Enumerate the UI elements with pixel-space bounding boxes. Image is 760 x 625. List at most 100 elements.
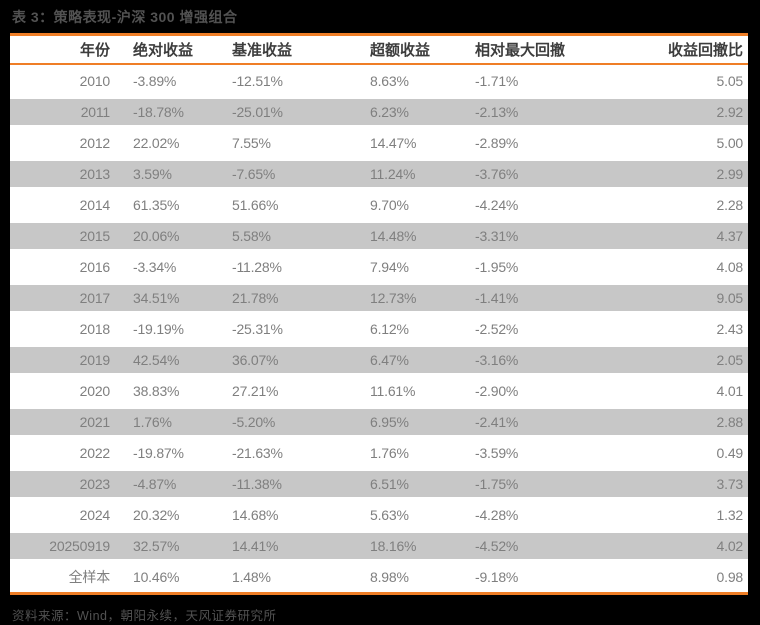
table-cell: 9.70%	[370, 196, 409, 213]
header-excess-return: 超额收益	[370, 42, 431, 59]
table-cell: 2020	[79, 382, 110, 399]
table-cell: -19.19%	[133, 320, 184, 337]
table-row: 2023 -4.87% -11.38% 6.51% -1.75% 3.73	[10, 468, 748, 499]
table-cell: -25.01%	[232, 104, 283, 120]
table-cell: -4.24%	[475, 196, 519, 213]
table-cell: 2018	[79, 320, 110, 337]
table-cell: 20.32%	[133, 506, 180, 523]
table-cell: -3.76%	[475, 166, 519, 182]
table-cell: 6.23%	[370, 104, 409, 120]
table-cell: 5.63%	[370, 506, 409, 523]
table-cell: 3.59%	[133, 166, 172, 182]
table-cell: 7.94%	[370, 258, 409, 275]
table-row: 2017 34.51% 21.78% 12.73% -1.41% 9.05	[10, 282, 748, 313]
table-cell: 2022	[79, 444, 110, 461]
table-cell: -18.78%	[133, 104, 184, 120]
table-cell: -1.95%	[475, 258, 519, 275]
table-cell: 2016	[79, 258, 110, 275]
table-cell: 2017	[79, 290, 110, 306]
table-cell: 2015	[79, 228, 110, 244]
table-row: 2014 61.35% 51.66% 9.70% -4.24% 2.28	[10, 189, 748, 220]
table-cell: -12.51%	[232, 72, 283, 89]
table-cell: -4.52%	[475, 538, 519, 554]
table-title: 表 3：策略表现-沪深 300 增强组合	[12, 9, 238, 25]
table-cell: 34.51%	[133, 290, 180, 306]
table-row: 2012 22.02% 7.55% 14.47% -2.89% 5.00	[10, 127, 748, 158]
table-cell: 2019	[79, 352, 110, 368]
table-row: 2011 -18.78% -25.01% 6.23% -2.13% 2.92	[10, 96, 748, 127]
table-cell: 2.88	[716, 414, 744, 430]
data-source-caption: 资料来源：Wind，朝阳永续，天风证券研究所	[12, 609, 277, 623]
table-cell: 36.07%	[232, 352, 279, 368]
table-cell: 2.99	[716, 166, 744, 182]
table-cell: 1.76%	[370, 444, 409, 461]
table-cell: 7.55%	[232, 134, 271, 151]
header-benchmark-return: 基准收益	[232, 42, 293, 59]
table-cell: 22.02%	[133, 134, 180, 151]
table-cell: 2010	[79, 72, 110, 89]
table-row: 2015 20.06% 5.58% 14.48% -3.31% 4.37	[10, 220, 748, 251]
table-cell: -3.59%	[475, 444, 519, 461]
table-cell: 2.43	[716, 320, 744, 337]
table-cell: 1.48%	[232, 568, 271, 585]
table-cell: -9.18%	[475, 568, 519, 585]
table-cell: 2011	[80, 104, 110, 120]
table-cell: -2.90%	[475, 382, 519, 399]
table-cell: 38.83%	[133, 382, 180, 399]
table-cell: 32.57%	[133, 538, 180, 554]
table-cell: 2.92	[716, 104, 744, 120]
table-cell: 14.68%	[232, 506, 279, 523]
table-cell: -2.41%	[475, 414, 519, 430]
table-cell: -25.31%	[232, 320, 283, 337]
table-cell: -7.65%	[232, 166, 276, 182]
performance-table: 年份 绝对收益 基准收益 超额收益 相对最大回撤 收益回撤比 2010 -3.89…	[10, 33, 748, 595]
table-cell: 1.76%	[133, 414, 172, 430]
header-absolute-return: 绝对收益	[133, 42, 194, 59]
table-row: 2020 38.83% 27.21% 11.61% -2.90% 4.01	[10, 375, 748, 406]
table-body: 2010 -3.89% -12.51% 8.63% -1.71% 5.05 2011 -18.…	[10, 65, 748, 595]
table-row: 2018 -19.19% -25.31% 6.12% -2.52% 2.43	[10, 313, 748, 344]
table-cell: 1.32	[716, 506, 744, 523]
table-cell: -3.34%	[133, 258, 177, 275]
table-cell: 2013	[79, 166, 110, 182]
table-cell: -19.87%	[133, 444, 184, 461]
table-cell: 4.08	[716, 258, 744, 275]
table-cell: -3.89%	[133, 72, 177, 89]
table-cell: -5.20%	[232, 414, 276, 430]
table-cell: -4.87%	[133, 476, 177, 492]
table-cell: 2012	[79, 134, 110, 151]
table-cell: 4.01	[716, 382, 744, 399]
table-cell: -1.71%	[475, 72, 519, 89]
table-header-row: 年份 绝对收益 基准收益 超额收益 相对最大回撤 收益回撤比	[10, 33, 748, 65]
header-year: 年份	[79, 42, 110, 59]
table-cell: 2024	[79, 506, 110, 523]
table-cell: -2.13%	[475, 104, 519, 120]
table-cell: -11.38%	[232, 476, 282, 492]
table-cell: 14.41%	[232, 538, 279, 554]
table-cell: 27.21%	[232, 382, 279, 399]
table-cell: 5.00	[716, 134, 744, 151]
table-cell: 6.51%	[370, 476, 409, 492]
table-cell: 4.02	[716, 538, 744, 554]
table-cell: 6.47%	[370, 352, 409, 368]
header-relative-max-drawdown: 相对最大回撤	[475, 42, 566, 59]
table-row: 2016 -3.34% -11.28% 7.94% -1.95% 4.08	[10, 251, 748, 282]
table-cell: 51.66%	[232, 196, 279, 213]
table-cell: -3.16%	[475, 352, 519, 368]
table-cell: -1.41%	[475, 290, 519, 306]
table-cell: -1.75%	[475, 476, 519, 492]
table-cell: 10.46%	[133, 568, 180, 585]
table-row: 2019 42.54% 36.07% 6.47% -3.16% 2.05	[10, 344, 748, 375]
table-cell: 8.63%	[370, 72, 409, 89]
table-cell: 0.98	[716, 568, 744, 585]
table-cell: 11.24%	[370, 166, 416, 182]
table-cell: -2.89%	[475, 134, 519, 151]
table-cell: 12.73%	[370, 290, 417, 306]
table-row: 2022 -19.87% -21.63% 1.76% -3.59% 0.49	[10, 437, 748, 468]
table-row: 20250919 32.57% 14.41% 18.16% -4.52% 4.02	[10, 530, 748, 561]
table-row: 全样本 10.46% 1.48% 8.98% -9.18% 0.98	[10, 561, 748, 592]
table-cell: 14.47%	[370, 134, 417, 151]
table-cell: -21.63%	[232, 444, 283, 461]
table-cell: 18.16%	[370, 538, 417, 554]
table-cell: 14.48%	[370, 228, 417, 244]
